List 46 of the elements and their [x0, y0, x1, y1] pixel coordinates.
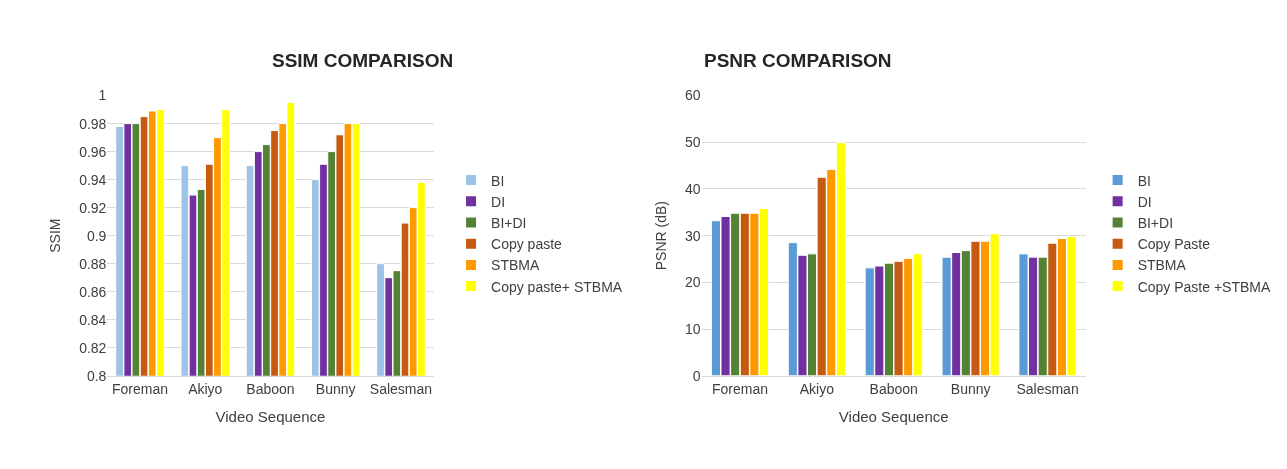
legend-label: BI+DI [1137, 214, 1174, 231]
legend-label: DI [1137, 193, 1152, 210]
legend-label: BI [1137, 172, 1151, 189]
y-tick-label: 40 [684, 180, 701, 197]
y-tick-label: 0.86 [79, 283, 107, 300]
y-tick-label: 0.96 [79, 143, 107, 160]
y-tick-label: 0.98 [79, 115, 107, 132]
y-tick-label: 1 [98, 87, 107, 104]
x-tick-label: Foreman [111, 380, 169, 397]
y-tick-label: 0.88 [79, 255, 107, 272]
legend-label: Copy paste [491, 236, 563, 253]
chart-title: SSIM COMPARISON [272, 50, 454, 71]
y-tick-label: 0.9 [86, 227, 107, 244]
y-tick-label: 0.84 [79, 311, 107, 328]
legend-label: Copy Paste [1137, 236, 1211, 253]
y-tick-label: 30 [684, 227, 701, 244]
y-tick-label: 0.94 [79, 171, 107, 188]
x-tick-label: Baboon [869, 380, 918, 397]
x-tick-label: Akiyo [799, 380, 835, 397]
x-tick-label: Akiyo [188, 380, 223, 397]
y-axis-title: SSIM [46, 218, 63, 253]
x-tick-label: Salesman [1016, 380, 1079, 397]
x-tick-label: Baboon [246, 380, 295, 397]
chart-title: PSNR COMPARISON [704, 50, 892, 71]
x-tick-label: Bunny [950, 380, 991, 397]
x-tick-label: Bunny [315, 380, 356, 397]
y-axis-title: PSNR (dB) [652, 201, 669, 271]
legend-label: Copy Paste +STBMA [1137, 278, 1271, 295]
x-axis-title: Video Sequence [838, 407, 949, 425]
legend-label: BI+DI [491, 214, 527, 231]
legend-label: BI [491, 172, 505, 189]
y-tick-label: 50 [684, 134, 701, 151]
y-tick-label: 0.8 [86, 367, 107, 384]
y-tick-label: 0 [692, 367, 701, 384]
y-tick-label: 60 [684, 87, 701, 104]
y-tick-label: 20 [684, 274, 701, 291]
legend-label: DI [491, 193, 506, 210]
y-tick-label: 0.92 [79, 199, 107, 216]
x-axis-title: Video Sequence [215, 407, 326, 425]
y-tick-label: 10 [684, 320, 701, 337]
x-tick-label: Foreman [711, 380, 768, 397]
legend-label: STBMA [1137, 257, 1187, 274]
legend-label: STBMA [491, 257, 540, 274]
x-tick-label: Salesman [369, 380, 433, 397]
y-tick-label: 0.82 [79, 339, 107, 356]
legend-label: Copy paste+ STBMA [491, 278, 623, 295]
